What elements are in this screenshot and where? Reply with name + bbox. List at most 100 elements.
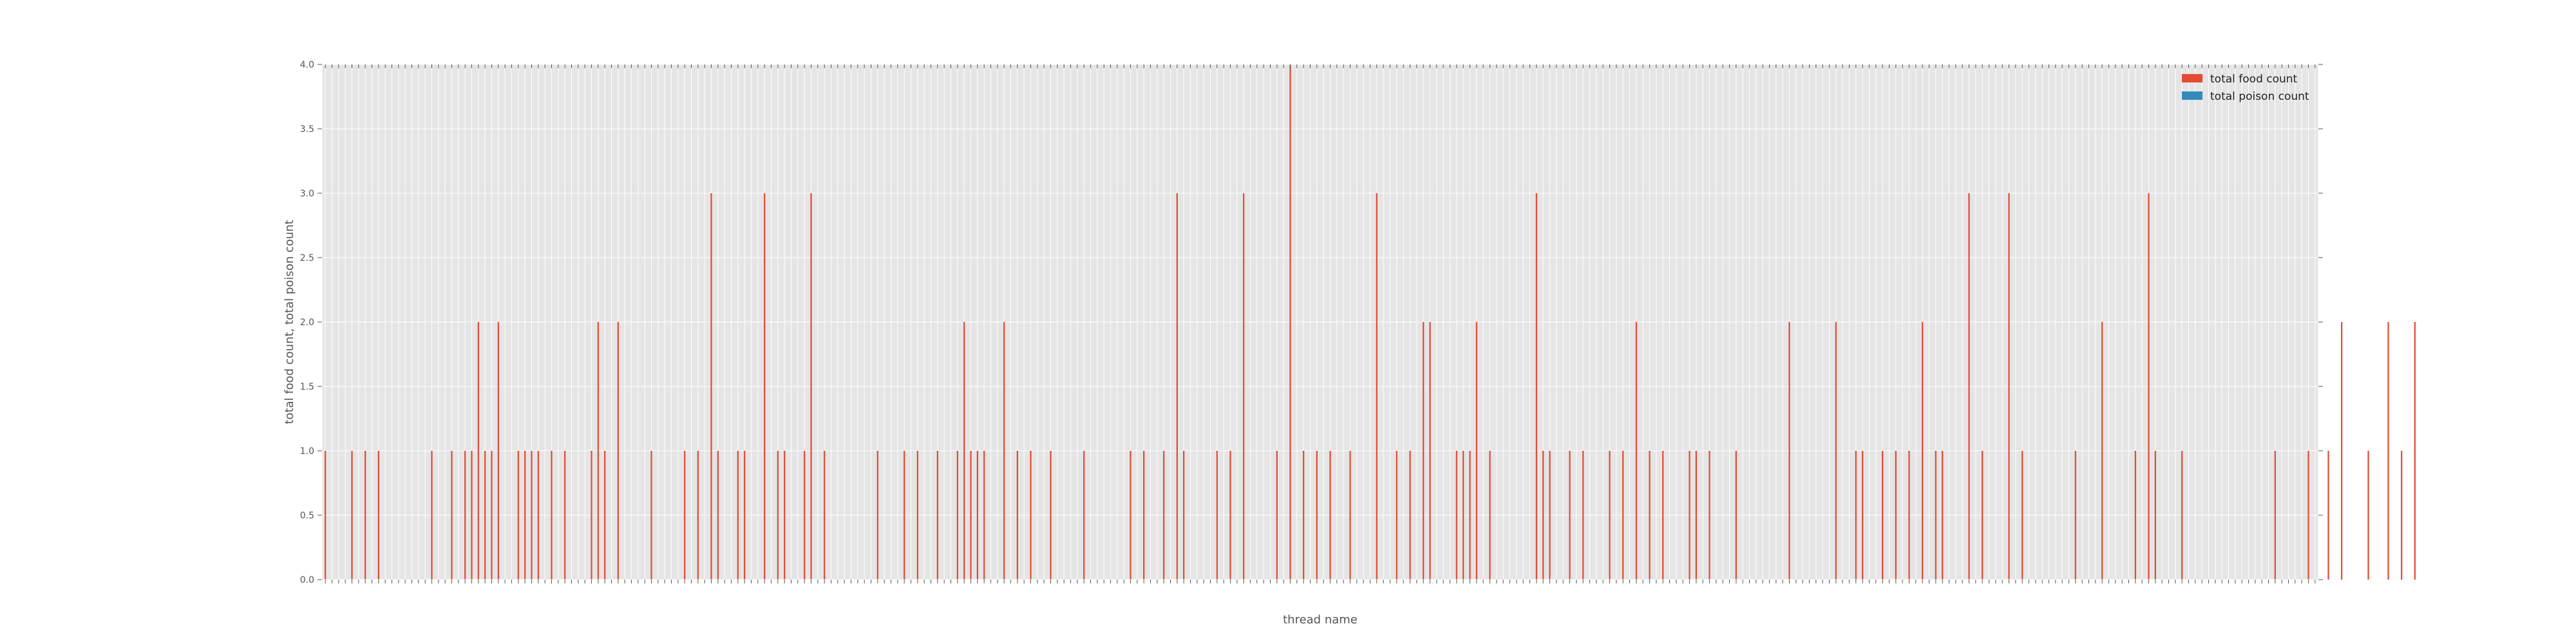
y-axis-ticks: 0.0 0.5 1.0 1.5 2.0 2.5 3.0 3.5 4.0	[300, 60, 2323, 585]
food-count-bar	[325, 451, 327, 580]
y-tick-label: 4.0	[300, 60, 314, 70]
food-count-bar	[737, 451, 739, 580]
food-count-bar	[916, 451, 918, 580]
legend-swatch-food	[2182, 74, 2202, 82]
food-count-bar	[824, 451, 826, 580]
food-count-bar	[1050, 451, 1052, 580]
food-count-bar	[1635, 322, 1637, 580]
food-count-bar	[451, 451, 453, 580]
food-count-bar	[617, 322, 619, 580]
food-count-bar	[1176, 193, 1178, 580]
food-count-bar	[517, 451, 519, 580]
food-count-bar	[484, 451, 486, 580]
food-count-bar	[497, 322, 499, 580]
food-count-bar	[1542, 451, 1544, 580]
food-count-bar	[1016, 451, 1018, 580]
food-count-bar	[784, 451, 786, 580]
food-count-bar	[471, 451, 473, 580]
food-count-bar	[1376, 193, 1378, 580]
food-count-bar	[717, 451, 719, 580]
food-count-bar	[365, 451, 366, 580]
food-count-bar	[1489, 451, 1491, 580]
food-count-bar	[1735, 451, 1737, 580]
food-count-bar	[1216, 451, 1218, 580]
food-count-bar	[1396, 451, 1397, 580]
food-count-bar	[1083, 451, 1085, 580]
food-count-bar	[650, 451, 652, 580]
food-count-bar	[2022, 451, 2023, 580]
food-count-bar	[983, 451, 985, 580]
food-count-bar	[604, 451, 606, 580]
food-count-bar	[684, 451, 686, 580]
x-axis-label: thread name	[1283, 613, 1358, 627]
food-count-bar	[1862, 451, 1864, 580]
food-count-bar	[2101, 322, 2103, 580]
food-count-bar	[2401, 451, 2403, 580]
food-count-bar	[1130, 451, 1132, 580]
food-count-bar	[1855, 451, 1857, 580]
food-count-bar	[2387, 322, 2389, 580]
food-count-bar	[1475, 322, 1477, 580]
legend-label-poison: total poison count	[2210, 90, 2309, 103]
y-tick-label: 1.5	[300, 382, 314, 392]
y-tick-label: 3.5	[300, 124, 314, 135]
food-count-bar	[2307, 451, 2309, 580]
food-count-bar	[2414, 322, 2416, 580]
food-count-bar	[1316, 451, 1318, 580]
food-count-bar	[2148, 193, 2150, 580]
y-tick-label: 2.5	[300, 253, 314, 263]
food-count-bar	[1276, 451, 1278, 580]
food-count-bar	[1163, 451, 1165, 580]
food-count-bar	[1469, 451, 1471, 580]
food-count-bar	[1143, 451, 1145, 580]
food-count-bar	[744, 451, 746, 580]
food-count-bar	[1922, 322, 1924, 580]
food-count-bar	[1243, 193, 1245, 580]
food-count-bar	[531, 451, 533, 580]
food-count-bar	[1429, 322, 1431, 580]
legend: total food count total poison count	[2182, 73, 2309, 103]
food-count-bar	[810, 193, 812, 580]
food-count-bar	[904, 451, 905, 580]
food-count-bar	[976, 451, 978, 580]
y-tick-label: 1.0	[300, 446, 314, 457]
food-count-bar	[377, 451, 379, 580]
food-count-bar	[710, 193, 712, 580]
food-count-bar	[1030, 451, 1032, 580]
y-tick-label: 3.0	[300, 189, 314, 199]
food-count-bar	[1622, 451, 1624, 580]
food-count-bar	[1289, 64, 1291, 580]
food-count-bar	[431, 451, 433, 580]
food-count-bar	[524, 451, 526, 580]
food-count-bar	[1582, 451, 1584, 580]
food-count-bar	[1609, 451, 1611, 580]
y-axis-label: total food count, total poison count	[283, 220, 296, 424]
food-count-bar	[564, 451, 566, 580]
food-count-bar	[597, 322, 599, 580]
food-count-bar	[936, 451, 938, 580]
food-count-bar	[1835, 322, 1837, 580]
food-count-bar	[464, 451, 466, 580]
food-count-bar	[777, 451, 779, 580]
food-count-bar	[1535, 193, 1537, 580]
food-count-bar	[2274, 451, 2276, 580]
food-count-bar	[963, 322, 965, 580]
food-count-bar	[1695, 451, 1697, 580]
food-count-bar	[804, 451, 806, 580]
food-count-bar	[2074, 451, 2076, 580]
food-count-bar	[1662, 451, 1664, 580]
food-count-bar	[2154, 451, 2156, 580]
food-count-bar	[1003, 322, 1005, 580]
food-count-bar	[1303, 451, 1305, 580]
food-count-bar	[2134, 451, 2136, 580]
legend-swatch-poison	[2182, 91, 2202, 100]
food-count-bar	[697, 451, 699, 580]
food-count-bar	[1649, 451, 1651, 580]
food-count-bar	[1409, 451, 1411, 580]
food-count-bar	[1349, 451, 1351, 580]
legend-label-food: total food count	[2210, 73, 2298, 86]
food-count-bar	[1689, 451, 1690, 580]
food-count-bar	[591, 451, 592, 580]
food-count-bar	[2327, 451, 2329, 580]
